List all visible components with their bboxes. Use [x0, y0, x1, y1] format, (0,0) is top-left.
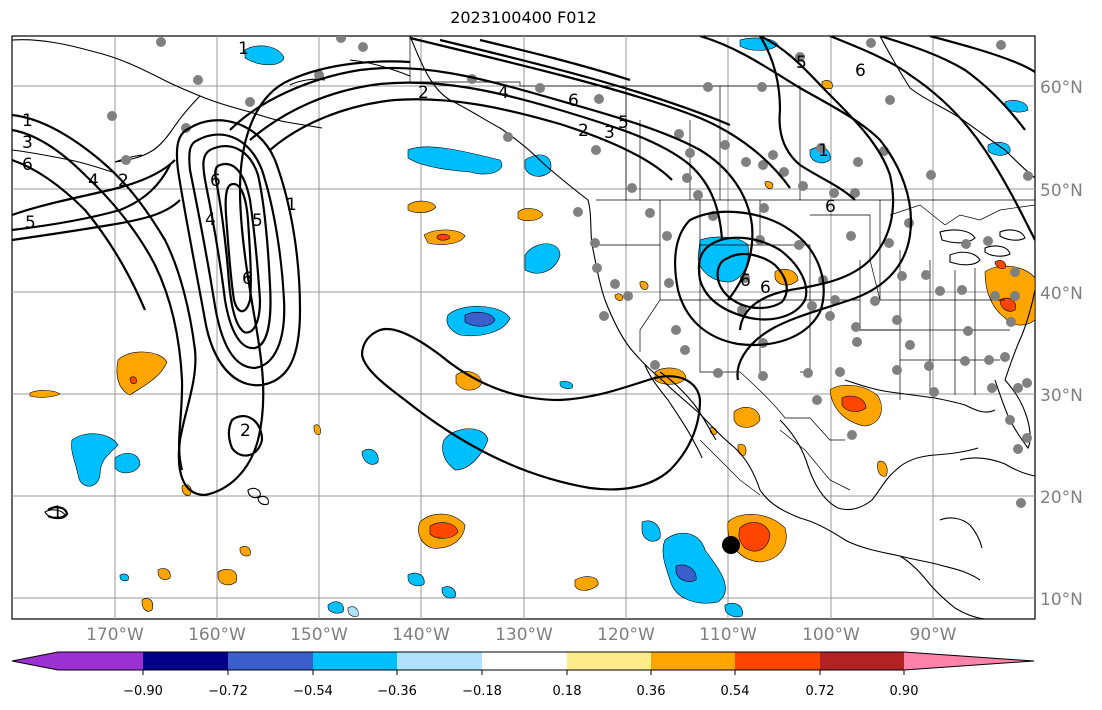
- lon-label: 160°W: [188, 625, 246, 645]
- contour-label: 5: [252, 211, 263, 231]
- lon-label: 110°W: [699, 625, 757, 645]
- contour-label: 5: [796, 53, 807, 73]
- colorbar: −0.90 −0.72 −0.54 −0.36 −0.18 0.18 0.36 …: [11, 651, 1035, 699]
- contour-label: 4: [498, 83, 509, 103]
- contour-label: 1: [22, 111, 33, 131]
- colorbar-segment: [820, 652, 904, 670]
- colorbar-tick-label: −0.54: [293, 684, 333, 699]
- colorbar-segment: [228, 652, 313, 670]
- colorbar-extend-right: [904, 652, 1034, 670]
- colorbar-tick-label: 0.72: [806, 684, 835, 699]
- station-markers: [107, 36, 1033, 508]
- colorbar-segment: [397, 652, 482, 670]
- colorbar-tick-label: −0.36: [377, 684, 417, 699]
- colorbar-tick-label: −0.90: [123, 684, 163, 699]
- contour-label: 6: [22, 155, 33, 175]
- contour-label: 1: [286, 195, 297, 215]
- colorbar-segment: [651, 652, 735, 670]
- contour-label: 5: [25, 213, 36, 233]
- colorbar-tick-label: 0.18: [553, 684, 582, 699]
- contour-label: 1: [818, 141, 829, 161]
- black-point-marker: [722, 536, 740, 554]
- contour-label: 1: [238, 39, 249, 59]
- colorbar-segment: [313, 652, 397, 670]
- map-title: 2023100400 F012: [450, 8, 597, 27]
- lat-label: 60°N: [1040, 78, 1083, 98]
- lat-label: 10°N: [1040, 590, 1083, 610]
- contour-label: 6: [825, 197, 836, 217]
- lat-label: 20°N: [1040, 488, 1083, 508]
- colorbar-segment: [482, 652, 567, 670]
- colorbar-tick-label: 0.54: [721, 684, 750, 699]
- contour-label: 6: [210, 171, 221, 191]
- contour-label: 2: [240, 421, 251, 441]
- colorbar-segment: [143, 652, 228, 670]
- contour-label: 3: [604, 123, 615, 143]
- lat-label: 40°N: [1040, 284, 1083, 304]
- lon-label: 170°W: [86, 625, 144, 645]
- lat-label: 50°N: [1040, 181, 1083, 201]
- lon-label: 90°W: [910, 625, 957, 645]
- contour-label: 6: [242, 269, 253, 289]
- contour-label: 3: [22, 133, 33, 153]
- shaded-anomalies: [29, 37, 1035, 618]
- contour-label: 2: [118, 171, 129, 191]
- contour-lines: [12, 36, 1035, 520]
- lon-label: 150°W: [290, 625, 348, 645]
- colorbar-tick-label: 0.90: [890, 684, 919, 699]
- colorbar-segment: [58, 652, 143, 670]
- contour-label: 6: [760, 278, 771, 298]
- colorbar-segment: [735, 652, 820, 670]
- contour-label: 4: [88, 171, 99, 191]
- colorbar-extend-left: [12, 652, 58, 670]
- colorbar-tick-label: −0.18: [462, 684, 502, 699]
- colorbar-tick-label: −0.72: [208, 684, 248, 699]
- contour-label: 4: [205, 210, 216, 230]
- lon-label: 140°W: [392, 625, 450, 645]
- contour-label: 6: [568, 91, 579, 111]
- colorbar-tick-label: 0.36: [637, 684, 666, 699]
- lon-label: 100°W: [802, 625, 860, 645]
- lat-label: 30°N: [1040, 386, 1083, 406]
- colorbar-segment: [567, 652, 651, 670]
- lon-label: 130°W: [495, 625, 553, 645]
- contour-labels: 1 3 6 4 2 5 6 1 4 5 6 2 1 2 4 6 5 2 3 6 …: [22, 39, 866, 523]
- longitude-labels: 170°W 160°W 150°W 140°W 130°W 120°W 110°…: [86, 625, 957, 645]
- contour-label: 2: [578, 121, 589, 141]
- contour-label: 1: [52, 503, 63, 523]
- contour-label: 6: [855, 61, 866, 81]
- latitude-labels: 60°N 50°N 40°N 30°N 20°N 10°N: [1040, 78, 1083, 610]
- contour-label: 2: [418, 83, 429, 103]
- lon-label: 120°W: [597, 625, 655, 645]
- contour-label: 5: [618, 113, 629, 133]
- contour-label: 6: [740, 271, 751, 291]
